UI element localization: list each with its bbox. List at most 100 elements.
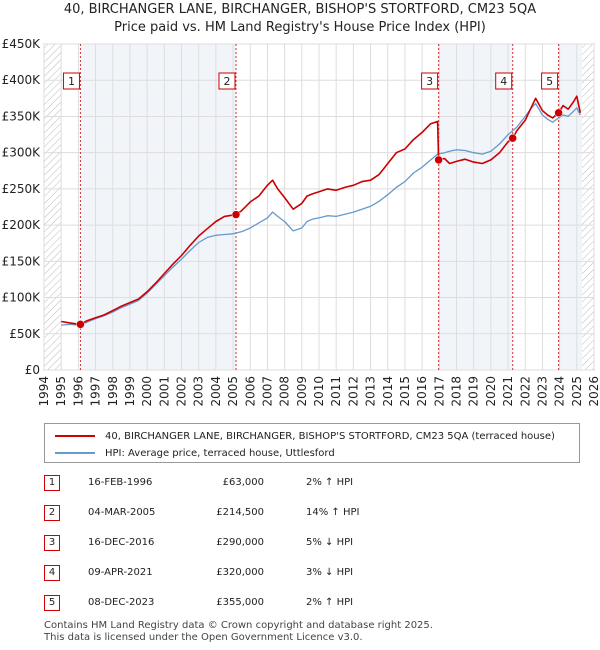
x-tick-label: 2015 — [398, 376, 412, 407]
transaction-date: 04-MAR-2005 — [88, 507, 156, 518]
no-data-region-end — [581, 44, 594, 370]
transaction-price: £290,000 — [216, 537, 264, 548]
transaction-marker-box — [421, 72, 439, 90]
x-tick-label: 2018 — [450, 376, 464, 407]
transaction-price: £355,000 — [216, 597, 264, 608]
x-tick-label: 2005 — [226, 376, 240, 407]
footer-copyright: Contains HM Land Registry data © Crown c… — [44, 620, 433, 631]
x-tick-label: 2023 — [535, 376, 549, 407]
ownership-band — [558, 44, 582, 370]
ownership-band — [438, 44, 513, 370]
x-tick-label: 1995 — [54, 376, 68, 407]
x-tick-label: 2006 — [243, 376, 257, 407]
transaction-point — [554, 108, 563, 118]
transaction-marker-box — [62, 72, 80, 90]
x-tick-label: 2019 — [467, 376, 481, 407]
y-tick-label: £450K — [2, 37, 42, 51]
transaction-number: 2 — [44, 505, 60, 521]
y-tick-label: £100K — [2, 291, 42, 305]
legend-item-price: 40, BIRCHANGER LANE, BIRCHANGER, BISHOP'… — [55, 428, 555, 444]
legend-hpi-label: HPI: Average price, terraced house, Uttl… — [105, 447, 335, 459]
x-tick-label: 2024 — [553, 376, 567, 407]
x-tick-label: 2003 — [192, 376, 206, 407]
no-data-region-start — [44, 44, 62, 370]
x-tick-label: 2009 — [295, 376, 309, 407]
transaction-date: 16-DEC-2016 — [88, 537, 155, 548]
x-tick-label: 1999 — [123, 376, 137, 407]
hpi-line — [61, 102, 581, 326]
y-tick-label: £200K — [2, 218, 42, 232]
x-tick-label: 2007 — [260, 376, 274, 407]
y-tick-label: £300K — [2, 146, 42, 160]
transaction-hpi: 14% ↑ HPI — [306, 507, 360, 518]
x-tick-label: 2025 — [570, 376, 584, 407]
legend-item-hpi: HPI: Average price, terraced house, Uttl… — [55, 445, 335, 461]
price-chart: £0 £50K £100K £150K £200K £250K £300K £350K £400… — [2, 37, 600, 407]
x-tick-label: 2020 — [484, 376, 498, 407]
transaction-hpi: 2% ↑ HPI — [306, 477, 354, 488]
transaction-marker-box — [541, 72, 559, 90]
footer-licence: This data is licensed under the Open Gov… — [44, 632, 363, 643]
hpi-line-swatch — [55, 452, 95, 454]
transaction-row: 4 09-APR-2021 £320,000 3% ↓ HPI — [44, 565, 584, 585]
transaction-point — [231, 210, 241, 219]
transaction-number: 4 — [44, 565, 60, 581]
x-tick-label: 2000 — [140, 376, 154, 407]
transaction-marker-label: 5 — [546, 75, 553, 88]
x-tick-label: 1997 — [89, 376, 103, 407]
x-tick-label: 2008 — [278, 376, 292, 407]
x-tick-label: 1994 — [37, 376, 51, 407]
x-tick-label: 2002 — [175, 376, 189, 407]
y-tick-label: £0 — [25, 363, 40, 377]
y-tick-label: £400K — [2, 73, 42, 87]
transaction-marker-label: 4 — [500, 75, 507, 88]
transaction-row: 5 08-DEC-2023 £355,000 2% ↑ HPI — [44, 595, 584, 615]
transaction-hpi: 3% ↓ HPI — [306, 567, 354, 578]
x-tick-label: 2010 — [312, 376, 326, 407]
x-tick-label: 2004 — [209, 376, 223, 407]
price-paid-line — [61, 95, 582, 326]
transaction-number: 1 — [44, 475, 60, 491]
transaction-number: 3 — [44, 535, 60, 551]
ownership-band — [80, 44, 236, 370]
y-tick-label: £250K — [2, 182, 42, 196]
y-tick-label: £50K — [9, 327, 41, 341]
transaction-price: £214,500 — [216, 507, 264, 518]
chart-legend: 40, BIRCHANGER LANE, BIRCHANGER, BISHOP'… — [44, 423, 580, 463]
transaction-marker-label: 2 — [223, 75, 230, 88]
transaction-row: 2 04-MAR-2005 £214,500 14% ↑ HPI — [44, 505, 584, 525]
x-tick-label: 2012 — [346, 376, 360, 407]
transaction-marker-label: 3 — [426, 75, 433, 88]
x-tick-label: 2017 — [432, 376, 446, 407]
transaction-row: 3 16-DEC-2016 £290,000 5% ↓ HPI — [44, 535, 584, 555]
transaction-price: £63,000 — [222, 477, 264, 488]
y-tick-label: £350K — [2, 109, 42, 123]
transaction-date: 16-FEB-1996 — [88, 477, 153, 488]
transaction-point — [508, 133, 517, 143]
x-tick-label: 2026 — [587, 376, 600, 407]
x-tick-label: 2014 — [381, 376, 395, 407]
transaction-marker-label: 1 — [68, 75, 75, 88]
y-tick-label: £150K — [2, 254, 42, 268]
transaction-number: 5 — [44, 595, 60, 611]
transaction-price: £320,000 — [216, 567, 264, 578]
price-line-swatch — [55, 435, 95, 437]
transaction-row: 1 16-FEB-1996 £63,000 2% ↑ HPI — [44, 475, 584, 495]
x-tick-label: 2022 — [518, 376, 532, 407]
transaction-hpi: 2% ↑ HPI — [306, 597, 354, 608]
x-tick-label: 2001 — [157, 376, 171, 407]
x-tick-label: 2013 — [364, 376, 378, 407]
chart-subtitle: Price paid vs. HM Land Registry's House … — [114, 20, 486, 35]
transaction-marker-box — [495, 72, 513, 90]
chart-title: 40, BIRCHANGER LANE, BIRCHANGER, BISHOP'… — [63, 2, 537, 17]
transaction-point — [434, 155, 443, 165]
transaction-date: 09-APR-2021 — [88, 567, 153, 578]
legend-price-label: 40, BIRCHANGER LANE, BIRCHANGER, BISHOP'… — [105, 430, 555, 442]
x-tick-label: 2011 — [329, 376, 343, 407]
x-tick-label: 1998 — [106, 376, 120, 407]
x-tick-label: 1996 — [71, 376, 85, 407]
x-tick-label: 2016 — [415, 376, 429, 407]
x-tick-label: 2021 — [501, 376, 515, 407]
transaction-date: 08-DEC-2023 — [88, 597, 155, 608]
transaction-hpi: 5% ↓ HPI — [306, 537, 354, 548]
